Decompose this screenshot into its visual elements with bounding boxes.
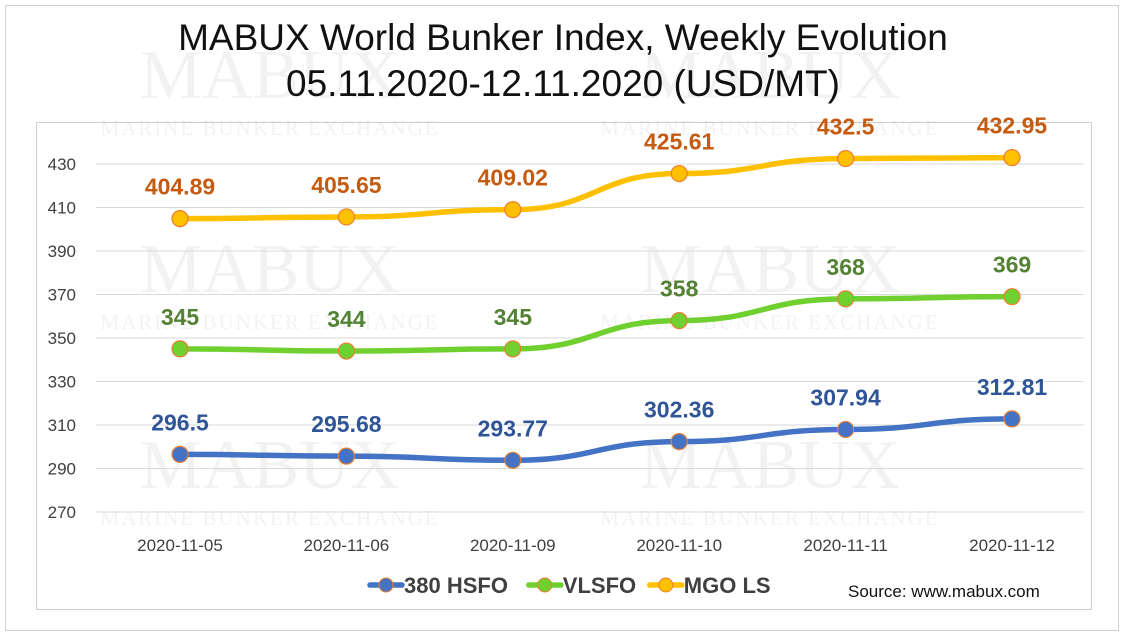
data-point [504,201,522,219]
watermark-logo: MABUX [640,37,901,114]
data-label: 369 [993,252,1031,278]
data-label: 404.89 [145,174,215,200]
data-point [1003,410,1021,428]
x-tick-label: 2020-11-09 [470,536,556,555]
x-tick-label: 2020-11-12 [969,536,1055,555]
data-point [337,447,355,465]
data-label: 312.81 [977,374,1048,400]
data-label: 432.95 [977,113,1048,139]
data-label: 296.5 [151,409,209,435]
data-point [670,312,688,330]
watermark-subtext: MARINE BUNKER EXCHANGE [600,506,939,530]
y-tick-label: 290 [48,460,76,479]
y-tick-label: 410 [48,199,76,218]
series-380-hsfo: 296.5 295.68 293.77 302.36 307.94 312.81 [151,374,1048,469]
data-point [836,290,855,308]
data-label: 409.02 [478,165,548,191]
data-label: 295.68 [311,411,382,437]
data-point [337,208,355,226]
data-label: 302.36 [644,397,714,423]
x-tick-label: 2020-11-11 [803,536,887,555]
y-tick-label: 330 [48,373,76,392]
data-label: 344 [327,306,366,332]
data-label: 405.65 [311,172,382,198]
y-tick-label: 430 [48,155,76,174]
chart-title: MABUX World Bunker Index, Weekly Evoluti… [178,17,948,58]
series-line [177,416,1015,464]
legend-item: MGO LS [647,573,771,598]
data-label: 345 [161,304,200,330]
data-point [1003,288,1021,306]
data-point [1003,148,1021,167]
series-line [177,154,1015,222]
y-tick-label: 350 [48,329,76,348]
data-point [337,342,355,360]
watermark-subtext: MARINE BUNKER EXCHANGE [100,506,439,530]
y-tick-label: 370 [48,286,76,305]
legend-label: VLSFO [563,573,636,598]
data-point [504,340,522,358]
x-tick-label: 2020-11-10 [636,536,722,555]
data-label: 432.5 [817,114,875,140]
data-point [670,433,688,451]
data-point [836,420,855,439]
legend-item: 380 HSFO [367,573,508,598]
watermark-subtext: MARINE BUNKER EXCHANGE [100,310,439,334]
x-tick-label: 2020-11-05 [137,536,223,555]
series-vlsfo: 345 344 345 358 368 369 [161,252,1031,360]
legend-marker [658,577,674,593]
chart-subtitle: 05.11.2020-12.11.2020 (USD/MT) [286,63,840,104]
series-mgo-ls: 404.89 405.65 409.02 425.61 432.5 432.95 [145,113,1048,228]
x-tick-label: 2020-11-06 [304,536,390,555]
watermark-logo: MABUX [640,231,901,308]
legend-label: MGO LS [684,573,771,598]
source-note: Source: www.mabux.com [848,582,1040,601]
watermark-logo: MABUX [140,37,401,114]
series-line [177,293,1015,354]
y-axis: 270 290 310 330 350 370 390 410 430 [48,155,76,522]
data-label: 368 [826,254,865,280]
data-point [171,210,189,228]
legend-label: 380 HSFO [404,573,508,598]
data-point [670,164,688,183]
data-point [171,340,189,358]
data-label: 425.61 [644,129,715,155]
watermark-subtext: MARINE BUNKER EXCHANGE [600,116,939,140]
data-point [504,451,522,469]
data-label: 345 [494,304,533,330]
chart-frame [5,5,1119,631]
data-point [171,445,189,463]
data-label: 293.77 [478,415,548,441]
data-label: 307.94 [810,384,881,410]
legend-item: VLSFO [526,573,636,598]
plot-area-frame [36,122,1092,610]
y-tick-label: 390 [48,242,76,261]
x-axis: 2020-11-05 2020-11-06 2020-11-09 2020-11-10… [137,536,1055,555]
data-point [836,149,855,168]
legend: 380 HSFO VLSFO MGO LS [367,573,771,598]
data-label: 358 [660,276,699,302]
legend-marker [537,577,553,593]
y-tick-label: 270 [48,503,76,522]
y-tick-label: 310 [48,416,76,435]
watermark-logo: MABUX [140,231,401,308]
legend-marker [378,577,394,593]
watermark-logo: MABUX [140,427,401,504]
watermark-subtext: MARINE BUNKER EXCHANGE [100,116,439,140]
